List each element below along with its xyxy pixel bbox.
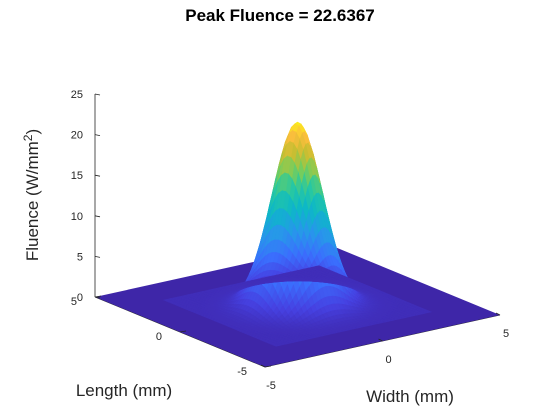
z-tick-mark: [94, 174, 101, 177]
x-tick-label: -5: [266, 380, 276, 392]
z-tick-mark: [94, 134, 101, 136]
y-tick-mark: [94, 295, 102, 298]
surface-patch: [162, 298, 171, 302]
z-tick-label: 15: [71, 170, 83, 182]
x-tick-mark: [378, 338, 383, 342]
z-tick-label: 10: [71, 211, 83, 223]
surface-plot: [95, 121, 500, 367]
z-tick-mark: [94, 256, 101, 258]
z-axis-label: Fluence (W/mm2): [21, 129, 42, 261]
z-tick-label: 20: [71, 130, 83, 142]
y-tick-label: 5: [71, 296, 77, 308]
z-tick-mark: [94, 93, 101, 96]
y-tick-label: 0: [156, 331, 162, 343]
z-tick-label: 25: [71, 89, 83, 101]
y-tick-mark: [264, 365, 272, 368]
z-tick-label: 0: [77, 292, 83, 304]
x-axis-label: Width (mm): [366, 387, 454, 406]
y-axis-label: Length (mm): [76, 381, 172, 400]
x-tick-mark: [260, 364, 266, 368]
x-tick-mark: [495, 312, 501, 316]
y-tick-label: -5: [237, 366, 247, 378]
z-tick-label: 5: [77, 251, 83, 263]
chart-title: Peak Fluence = 22.6367: [185, 6, 375, 25]
y-tick-mark: [179, 330, 187, 333]
z-tick-mark: [94, 215, 101, 218]
x-tick-label: 5: [503, 328, 509, 340]
x-tick-label: 0: [385, 354, 391, 366]
